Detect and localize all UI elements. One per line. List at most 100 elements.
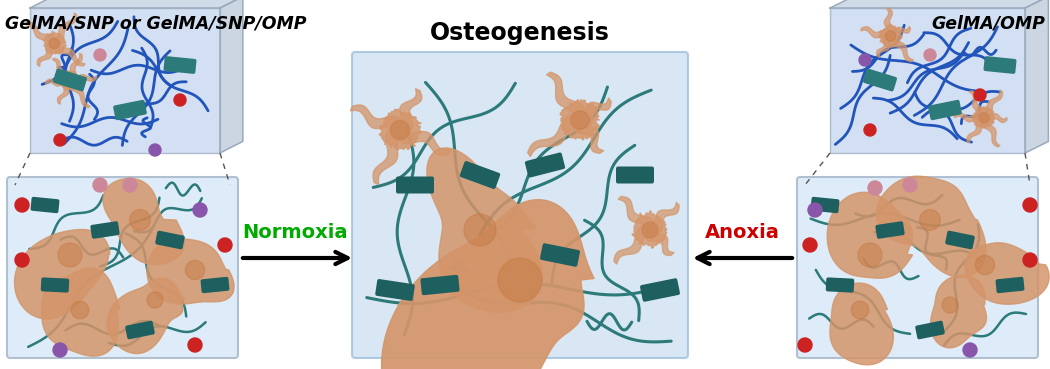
FancyBboxPatch shape <box>164 56 196 74</box>
Polygon shape <box>527 114 584 156</box>
Polygon shape <box>969 91 988 120</box>
Circle shape <box>188 338 202 352</box>
FancyBboxPatch shape <box>41 277 69 293</box>
Circle shape <box>15 198 29 212</box>
Polygon shape <box>464 214 496 246</box>
Polygon shape <box>877 34 895 57</box>
Circle shape <box>93 178 107 192</box>
Polygon shape <box>830 283 894 365</box>
Circle shape <box>974 89 986 101</box>
FancyBboxPatch shape <box>928 100 962 120</box>
Polygon shape <box>58 243 82 267</box>
Circle shape <box>54 134 66 146</box>
Polygon shape <box>351 105 403 137</box>
FancyBboxPatch shape <box>30 197 60 213</box>
FancyBboxPatch shape <box>352 52 688 358</box>
FancyBboxPatch shape <box>945 231 974 249</box>
Polygon shape <box>858 243 882 267</box>
FancyBboxPatch shape <box>201 277 230 293</box>
Polygon shape <box>58 79 72 104</box>
FancyBboxPatch shape <box>52 69 87 92</box>
Polygon shape <box>45 76 69 86</box>
Polygon shape <box>614 225 654 264</box>
Polygon shape <box>889 26 910 41</box>
Circle shape <box>15 253 29 267</box>
Circle shape <box>123 178 136 192</box>
Polygon shape <box>147 239 234 304</box>
Polygon shape <box>618 196 654 234</box>
Polygon shape <box>646 226 674 255</box>
Polygon shape <box>373 127 406 184</box>
Polygon shape <box>975 255 994 275</box>
Text: Osteogenesis: Osteogenesis <box>430 21 610 45</box>
Polygon shape <box>42 268 120 356</box>
FancyBboxPatch shape <box>30 8 220 153</box>
FancyBboxPatch shape <box>616 166 654 183</box>
Polygon shape <box>43 31 66 55</box>
Polygon shape <box>877 176 986 277</box>
Polygon shape <box>129 210 150 230</box>
Circle shape <box>94 49 106 61</box>
Circle shape <box>1023 253 1037 267</box>
Polygon shape <box>498 258 542 302</box>
Polygon shape <box>887 33 914 62</box>
FancyBboxPatch shape <box>7 177 238 358</box>
Polygon shape <box>107 278 184 354</box>
Polygon shape <box>15 230 109 319</box>
FancyBboxPatch shape <box>984 56 1016 74</box>
FancyBboxPatch shape <box>797 177 1038 358</box>
Circle shape <box>193 203 207 217</box>
Polygon shape <box>920 210 941 230</box>
Circle shape <box>859 54 872 66</box>
Polygon shape <box>397 123 450 155</box>
Polygon shape <box>51 13 77 46</box>
Text: Anoxia: Anoxia <box>705 223 780 242</box>
Polygon shape <box>861 27 891 40</box>
FancyBboxPatch shape <box>540 243 580 267</box>
Circle shape <box>803 238 817 252</box>
Polygon shape <box>852 301 868 319</box>
Circle shape <box>963 343 976 357</box>
Circle shape <box>1023 198 1037 212</box>
Polygon shape <box>49 38 60 49</box>
Text: Normoxia: Normoxia <box>243 223 348 242</box>
Polygon shape <box>103 179 184 265</box>
Circle shape <box>868 181 882 195</box>
Polygon shape <box>830 0 1048 8</box>
Polygon shape <box>65 76 74 85</box>
Polygon shape <box>147 292 163 308</box>
Circle shape <box>808 203 822 217</box>
FancyBboxPatch shape <box>420 275 460 295</box>
Polygon shape <box>71 301 89 319</box>
Polygon shape <box>632 211 667 248</box>
FancyBboxPatch shape <box>155 231 185 249</box>
FancyBboxPatch shape <box>125 321 154 339</box>
Polygon shape <box>25 23 57 47</box>
Polygon shape <box>984 114 1007 124</box>
Polygon shape <box>1025 0 1048 153</box>
Polygon shape <box>381 200 594 369</box>
Polygon shape <box>884 8 896 37</box>
Polygon shape <box>38 41 58 66</box>
FancyBboxPatch shape <box>863 69 897 92</box>
Circle shape <box>174 94 186 106</box>
Polygon shape <box>66 78 90 108</box>
FancyBboxPatch shape <box>916 321 945 339</box>
Polygon shape <box>967 116 987 143</box>
FancyBboxPatch shape <box>396 176 434 193</box>
FancyBboxPatch shape <box>825 277 855 293</box>
Circle shape <box>924 49 936 61</box>
Polygon shape <box>58 70 81 90</box>
Text: GelMA/SNP or GelMA/SNP/OMP: GelMA/SNP or GelMA/SNP/OMP <box>5 15 307 33</box>
Circle shape <box>798 338 812 352</box>
Polygon shape <box>186 261 205 280</box>
Polygon shape <box>393 89 422 133</box>
Polygon shape <box>561 100 600 140</box>
FancyBboxPatch shape <box>460 161 500 189</box>
Polygon shape <box>981 116 1000 147</box>
Polygon shape <box>642 222 658 238</box>
Polygon shape <box>66 54 82 82</box>
FancyBboxPatch shape <box>995 277 1025 293</box>
Polygon shape <box>942 297 958 313</box>
Polygon shape <box>981 90 1003 120</box>
